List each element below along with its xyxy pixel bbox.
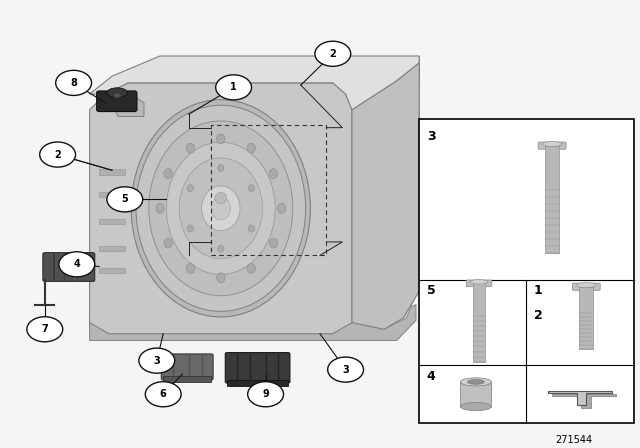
Ellipse shape <box>148 121 292 296</box>
Ellipse shape <box>461 402 492 411</box>
Polygon shape <box>99 219 125 224</box>
Circle shape <box>328 357 364 382</box>
Ellipse shape <box>277 203 285 213</box>
Polygon shape <box>352 63 419 329</box>
Ellipse shape <box>211 197 230 220</box>
FancyBboxPatch shape <box>161 354 213 380</box>
Text: 7: 7 <box>42 324 48 334</box>
Polygon shape <box>548 391 612 405</box>
Polygon shape <box>552 394 616 409</box>
Ellipse shape <box>131 100 310 317</box>
FancyBboxPatch shape <box>466 280 492 287</box>
FancyBboxPatch shape <box>97 91 137 112</box>
FancyBboxPatch shape <box>538 142 566 149</box>
Ellipse shape <box>164 168 172 178</box>
Polygon shape <box>90 83 352 334</box>
Ellipse shape <box>247 143 255 153</box>
Text: 271544: 271544 <box>555 435 592 444</box>
Text: 2: 2 <box>54 150 61 159</box>
Text: 2: 2 <box>534 309 543 322</box>
Text: 3: 3 <box>342 365 349 375</box>
Ellipse shape <box>186 263 195 273</box>
Text: 1: 1 <box>230 82 237 92</box>
Ellipse shape <box>187 225 193 232</box>
Ellipse shape <box>218 245 224 252</box>
Ellipse shape <box>218 164 224 172</box>
Circle shape <box>40 142 76 167</box>
Bar <box>419 119 634 423</box>
Circle shape <box>315 41 351 66</box>
Ellipse shape <box>467 379 484 384</box>
Ellipse shape <box>248 225 255 232</box>
Circle shape <box>56 70 92 95</box>
Ellipse shape <box>216 273 225 283</box>
Ellipse shape <box>577 283 596 288</box>
Bar <box>227 380 288 386</box>
Bar <box>545 146 559 253</box>
Text: 1: 1 <box>534 284 543 297</box>
Ellipse shape <box>136 105 306 311</box>
Text: 8: 8 <box>70 78 77 88</box>
Text: 4: 4 <box>427 370 436 383</box>
Ellipse shape <box>542 142 562 146</box>
Polygon shape <box>99 192 125 197</box>
Text: 3: 3 <box>154 356 160 366</box>
Ellipse shape <box>113 93 122 98</box>
Circle shape <box>107 187 143 212</box>
Ellipse shape <box>216 134 225 144</box>
Ellipse shape <box>166 142 275 274</box>
Bar <box>472 284 486 362</box>
Polygon shape <box>112 94 144 116</box>
FancyBboxPatch shape <box>572 283 600 290</box>
Circle shape <box>216 75 252 100</box>
Ellipse shape <box>470 280 488 284</box>
Text: 3: 3 <box>427 130 435 143</box>
Circle shape <box>59 252 95 277</box>
Text: 5: 5 <box>427 284 436 297</box>
Circle shape <box>139 348 175 373</box>
Polygon shape <box>90 56 419 110</box>
Text: 6: 6 <box>160 389 166 399</box>
FancyBboxPatch shape <box>225 353 290 383</box>
Circle shape <box>248 382 284 407</box>
Ellipse shape <box>202 186 240 231</box>
FancyBboxPatch shape <box>43 253 95 281</box>
Polygon shape <box>384 56 419 329</box>
Bar <box>461 382 492 407</box>
Bar <box>579 287 593 349</box>
Ellipse shape <box>215 192 227 203</box>
Polygon shape <box>90 305 416 340</box>
Ellipse shape <box>269 168 278 178</box>
Ellipse shape <box>248 185 255 192</box>
Text: 2: 2 <box>330 49 336 59</box>
Polygon shape <box>99 268 125 273</box>
Circle shape <box>145 382 181 407</box>
Ellipse shape <box>156 203 164 213</box>
Circle shape <box>27 317 63 342</box>
Ellipse shape <box>269 238 278 248</box>
Ellipse shape <box>179 158 262 259</box>
Ellipse shape <box>107 88 127 98</box>
Ellipse shape <box>461 378 492 386</box>
Polygon shape <box>99 169 125 175</box>
Text: 4: 4 <box>74 259 80 269</box>
Text: 9: 9 <box>262 389 269 399</box>
Ellipse shape <box>186 143 195 153</box>
Text: 5: 5 <box>122 194 128 204</box>
Ellipse shape <box>187 185 193 192</box>
Ellipse shape <box>247 263 255 273</box>
Bar <box>163 376 211 382</box>
Polygon shape <box>99 246 125 251</box>
Ellipse shape <box>164 238 172 248</box>
